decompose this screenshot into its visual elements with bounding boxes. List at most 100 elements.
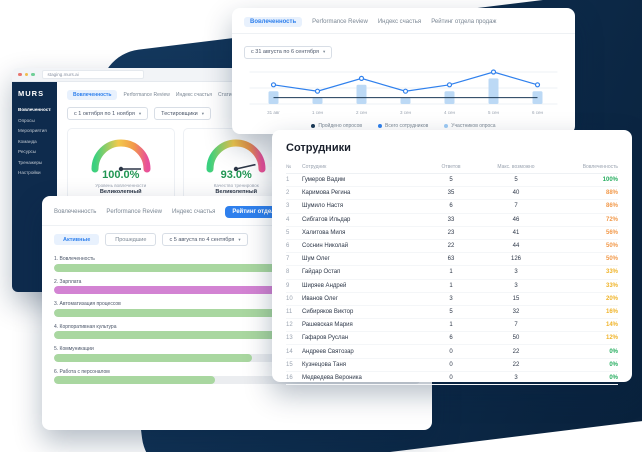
- tab-2[interactable]: Performance Review: [123, 92, 170, 98]
- rating-bar-fill: [54, 331, 281, 339]
- table-row[interactable]: 8 Гайдар Остап 1 3 33%: [286, 265, 618, 280]
- tab-2[interactable]: Performance Review: [312, 19, 368, 25]
- cell-engagement: 72%: [552, 213, 618, 227]
- svg-text:3 сен: 3 сен: [400, 110, 412, 115]
- column-header-4: Макс. возможно: [480, 161, 552, 174]
- cell-answers: 22: [422, 239, 480, 254]
- rating-bar-item-1: 1. Вовлеченность: [54, 256, 420, 272]
- cell-engagement: 33%: [552, 265, 618, 280]
- date-range-select[interactable]: с 1 октября по 1 ноября ▾: [67, 107, 149, 120]
- cell-max: 41: [480, 226, 552, 240]
- chart-date-range-value: с 31 августа по 6 сентября: [251, 49, 320, 55]
- table-row[interactable]: 14 Андреев Святозар 0 22 0%: [286, 344, 618, 359]
- cell-max: 22: [480, 358, 552, 372]
- table-row[interactable]: 5 Халитова Миля 23 41 56%: [286, 226, 618, 240]
- table-row[interactable]: 3 Шумило Настя 6 7 86%: [286, 199, 618, 214]
- table-row[interactable]: 10 Иванов Олег 3 15 20%: [286, 292, 618, 306]
- tab-1[interactable]: Вовлеченность: [54, 209, 97, 215]
- cell-name: Иванов Олег: [302, 292, 422, 306]
- cell-name: Каримова Регина: [302, 186, 422, 201]
- chevron-down-icon: ▾: [238, 236, 241, 242]
- table-header-row: № Сотрудник Ответов Макс. возможно Вовлеченн…: [286, 161, 618, 174]
- cell-max: 3: [480, 265, 552, 280]
- cell-index: 9: [286, 279, 302, 293]
- group-select[interactable]: Тестировщики ▾: [154, 107, 212, 120]
- table-header: № Сотрудник Ответов Макс. возможно Вовлеченн…: [286, 161, 618, 174]
- table-row[interactable]: 6 Соснин Николай 22 44 50%: [286, 239, 618, 254]
- sidebar-item-5[interactable]: Ресурсы: [18, 149, 37, 154]
- rating-bar-label: 3. Автоматизация процессов: [54, 301, 121, 307]
- table-row[interactable]: 4 Сибгатов Ильдар 33 46 72%: [286, 213, 618, 227]
- cell-name: Шум Олег: [302, 252, 422, 267]
- table-row[interactable]: 2 Каримова Регина 35 40 88%: [286, 186, 618, 201]
- tab-1[interactable]: Вовлеченность: [244, 17, 303, 27]
- legend-label: Всего сотрудников: [385, 122, 429, 129]
- tab-3[interactable]: Индекс счастья: [172, 209, 216, 215]
- browser-chrome: staging.murs.ai: [12, 68, 300, 82]
- cell-max: 7: [480, 318, 552, 333]
- tab-3[interactable]: Индекс счастья: [175, 92, 212, 98]
- cell-index: 3: [286, 199, 302, 214]
- window-maximize-icon[interactable]: [31, 72, 35, 77]
- cell-name: Гафаров Руслан: [302, 331, 422, 346]
- rating-bar-fill: [54, 376, 216, 384]
- cell-max: 126: [480, 252, 552, 267]
- window-minimize-icon[interactable]: [24, 72, 28, 77]
- rating-bar-track: [54, 286, 420, 294]
- sidebar-item-7[interactable]: Настройки: [18, 170, 41, 175]
- rating-bar-item-4: 4. Корпоративная культура: [54, 324, 420, 339]
- table-row[interactable]: 9 Ширяев Андрей 1 3 33%: [286, 279, 618, 293]
- table-row[interactable]: 16 Медведева Вероника 0 3 0%: [286, 371, 618, 386]
- rating-bar-track: [54, 376, 420, 384]
- cell-answers: 0: [422, 344, 480, 359]
- logo: MURS: [18, 89, 45, 98]
- svg-text:4 сен: 4 сен: [444, 110, 456, 115]
- gauge-caption: Качество тренировок: [213, 183, 259, 188]
- active-filter-button[interactable]: Активные: [54, 234, 100, 245]
- address-bar[interactable]: staging.murs.ai: [41, 70, 144, 79]
- legend-item-1: Пройдено опросов: [311, 123, 362, 129]
- tab-1[interactable]: Вовлеченность: [67, 90, 118, 100]
- table-row[interactable]: 11 Сибиряков Виктор 5 32 16%: [286, 305, 618, 320]
- sidebar-item-3[interactable]: Мероприятия: [18, 128, 47, 133]
- group-value: Тестировщики: [161, 110, 198, 117]
- sidebar-item-4[interactable]: Команда: [18, 138, 37, 144]
- sidebar-item-6[interactable]: Тренажеры: [18, 159, 43, 165]
- cell-engagement: 0%: [552, 371, 618, 386]
- cell-max: 3: [480, 279, 552, 293]
- sidebar-item-1[interactable]: Вовлеченность: [18, 107, 51, 112]
- chart-date-range-select[interactable]: с 31 августа по 6 сентября ▾: [244, 45, 333, 59]
- cell-answers: 6: [422, 331, 480, 346]
- cell-name: Кузнецова Таня: [302, 358, 422, 372]
- cell-index: 14: [286, 344, 302, 359]
- sidebar-item-2[interactable]: Опросы: [18, 117, 35, 123]
- cell-engagement: 88%: [552, 186, 618, 201]
- chevron-down-icon: ▾: [138, 110, 142, 116]
- table-row[interactable]: 15 Кузнецова Таня 0 22 0%: [286, 358, 618, 372]
- rating-bars-list: 1. Вовлеченность 2. Зарплата 3. Автоматиза…: [54, 256, 420, 384]
- tab-3[interactable]: Индекс счастья: [377, 19, 422, 25]
- table-row[interactable]: 1 Гумеров Вадим 5 5 100%: [286, 173, 618, 188]
- gauge-caption: Уровень вовлеченности: [95, 183, 147, 188]
- table-row[interactable]: 13 Гафаров Руслан 6 50 12%: [286, 331, 618, 346]
- cell-max: 46: [480, 213, 552, 227]
- table-row[interactable]: 7 Шум Олег 63 126 50%: [286, 252, 618, 267]
- past-filter-button[interactable]: Прошедшие: [105, 233, 157, 246]
- rating-date-range-value: с 5 августа по 4 сентября: [169, 236, 235, 243]
- legend-dot: [444, 123, 449, 128]
- window-close-icon[interactable]: [18, 72, 22, 77]
- cell-index: 2: [286, 186, 302, 201]
- rating-bar-label: 5. Коммуникации: [54, 346, 94, 352]
- rating-bar-fill: [54, 353, 252, 362]
- legend-label: Участников опроса: [451, 122, 496, 129]
- table-row[interactable]: 12 Рашевская Мария 1 7 14%: [286, 318, 618, 333]
- gauge-1: 100.0% Уровень вовлеченности Великолепный: [67, 128, 175, 201]
- gauge-value: 100.0%: [102, 169, 140, 181]
- tab-2[interactable]: Performance Review: [106, 209, 163, 215]
- rating-date-range-select[interactable]: с 5 августа по 4 сентября ▾: [162, 233, 248, 246]
- cell-max: 50: [480, 331, 552, 346]
- tab-4[interactable]: Рейтинг отдела продаж: [431, 19, 497, 25]
- cell-index: 13: [286, 331, 302, 346]
- cell-name: Гайдар Остап: [302, 265, 422, 280]
- cell-name: Гумеров Вадим: [302, 173, 422, 188]
